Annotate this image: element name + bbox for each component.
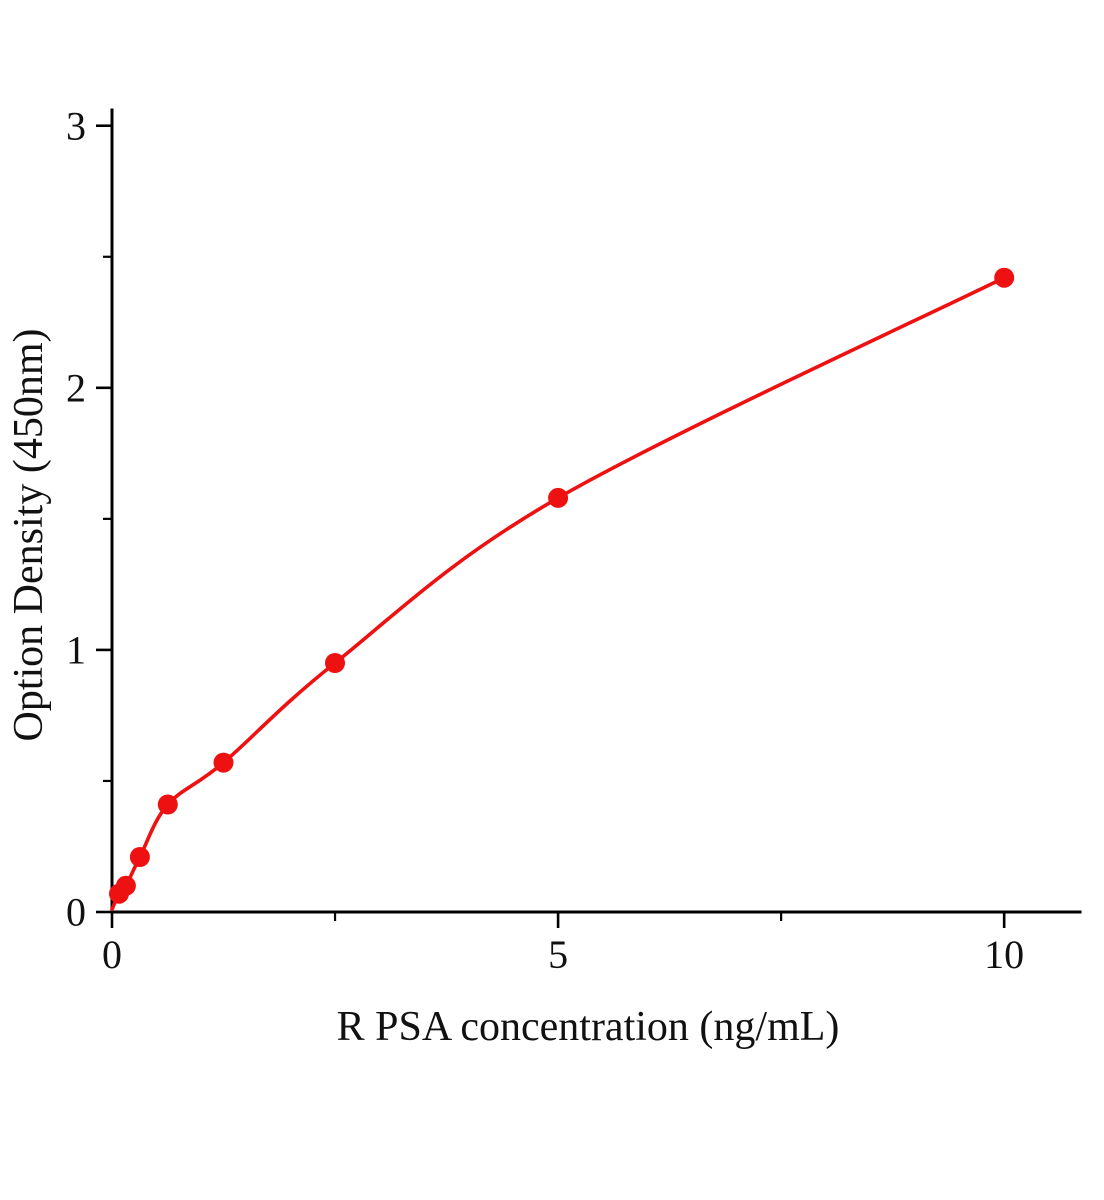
x-tick-label: 5 <box>548 932 568 977</box>
data-point <box>157 794 178 815</box>
x-axis-title: R PSA concentration (ng/mL) <box>337 1004 840 1050</box>
data-point <box>129 847 150 867</box>
data-point <box>115 875 136 896</box>
x-tick-label: 10 <box>984 932 1024 977</box>
y-tick-label: 1 <box>66 628 86 673</box>
y-tick-label: 3 <box>66 103 86 148</box>
y-axis-title: Option Density (450nm) <box>6 329 52 742</box>
y-tick-label: 2 <box>66 365 86 410</box>
data-point <box>213 752 234 773</box>
data-point <box>994 267 1015 288</box>
y-tick-label: 0 <box>66 890 86 935</box>
data-point <box>548 487 569 508</box>
x-tick-label: 0 <box>102 932 122 977</box>
data-point <box>325 653 345 673</box>
